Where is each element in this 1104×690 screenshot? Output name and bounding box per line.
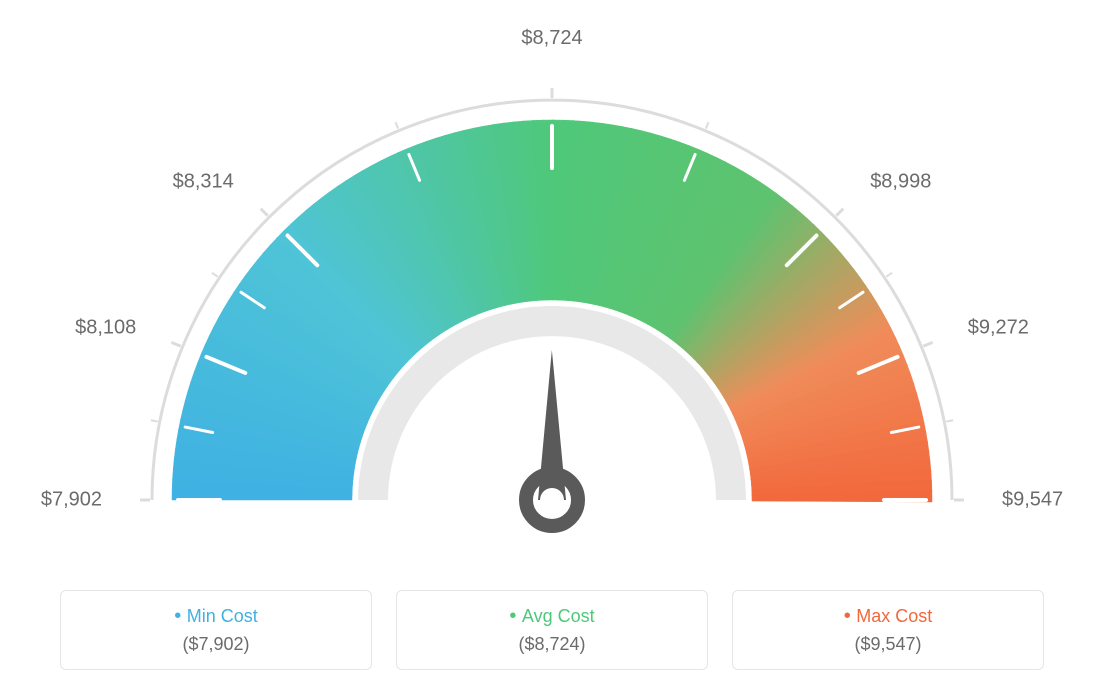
legend-min-label: Min Cost <box>61 605 371 628</box>
legend-max-label: Max Cost <box>733 605 1043 628</box>
gauge-area: $7,902 $8,108 $8,314 $8,724 $8,998 $9,272 $9,5… <box>0 0 1104 560</box>
legend-max-box: Max Cost ($9,547) <box>732 590 1044 670</box>
gauge-svg <box>0 0 1104 560</box>
gauge-tick-label: $8,724 <box>521 27 582 50</box>
gauge-tick-label: $9,547 <box>1002 489 1063 512</box>
legend-avg-label: Avg Cost <box>397 605 707 628</box>
gauge-tick-label: $7,902 <box>41 489 102 512</box>
legend-avg-value: ($8,724) <box>397 634 707 655</box>
gauge-tick-label: $9,272 <box>968 316 1029 339</box>
gauge-chart-container: $7,902 $8,108 $8,314 $8,724 $8,998 $9,272 $9,5… <box>0 0 1104 690</box>
legend-min-box: Min Cost ($7,902) <box>60 590 372 670</box>
gauge-tick-label: $8,108 <box>75 316 136 339</box>
legend-max-value: ($9,547) <box>733 634 1043 655</box>
legend-min-value: ($7,902) <box>61 634 371 655</box>
gauge-tick-label: $8,998 <box>870 170 931 193</box>
gauge-tick-label: $8,314 <box>173 170 234 193</box>
legend-avg-box: Avg Cost ($8,724) <box>396 590 708 670</box>
legend-row: Min Cost ($7,902) Avg Cost ($8,724) Max … <box>0 590 1104 670</box>
